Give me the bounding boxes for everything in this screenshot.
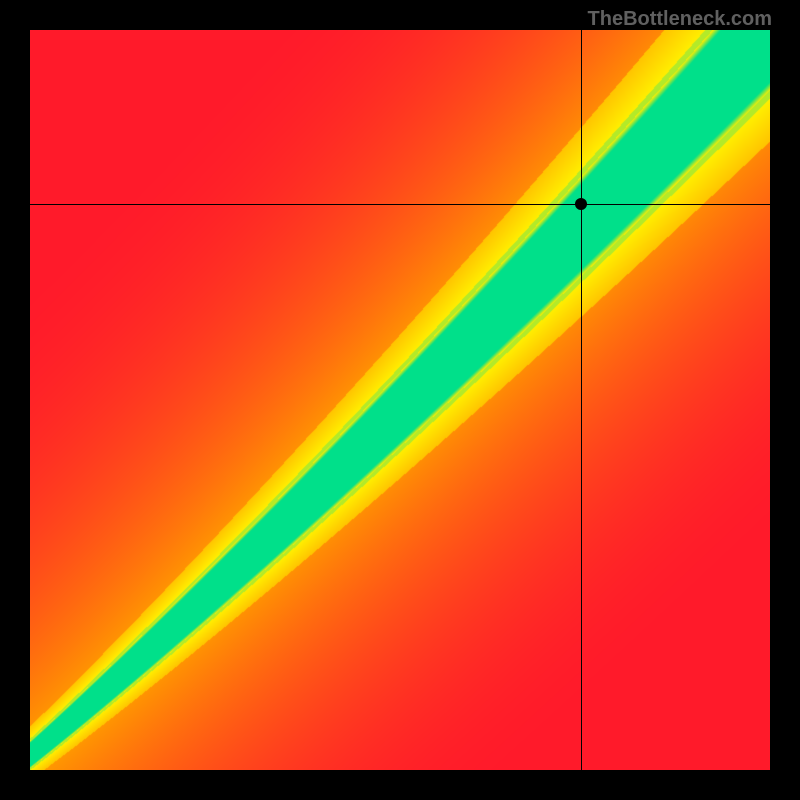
heatmap-canvas — [30, 30, 770, 770]
crosshair-vertical — [581, 30, 582, 770]
selection-marker — [575, 198, 587, 210]
bottleneck-heatmap — [30, 30, 770, 770]
crosshair-horizontal — [30, 204, 770, 205]
watermark-text: TheBottleneck.com — [588, 8, 772, 31]
